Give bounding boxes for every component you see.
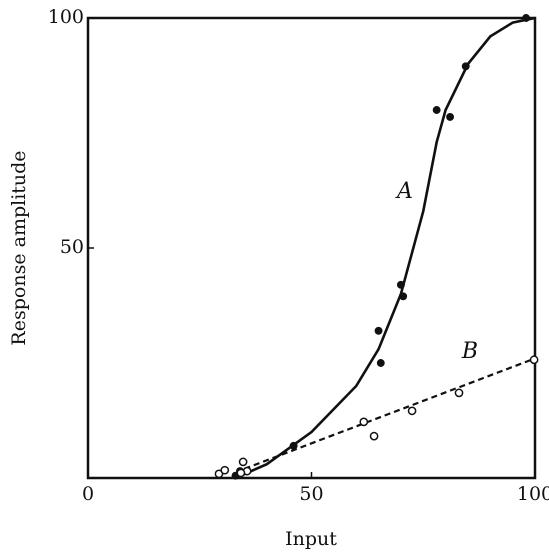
x-tick-label: 100 xyxy=(517,483,549,505)
fit-curve xyxy=(244,357,536,470)
data-point xyxy=(461,62,470,71)
data-point xyxy=(454,388,464,398)
data-point xyxy=(522,14,531,22)
x-axis-label: Input xyxy=(285,528,337,550)
data-point xyxy=(446,112,455,121)
y-tick-label: 100 xyxy=(48,6,84,28)
data-point xyxy=(529,355,539,365)
data-point xyxy=(369,431,379,441)
x-tick-label: 0 xyxy=(82,483,94,505)
data-point xyxy=(359,417,369,427)
y-axis-label: Response amplitude xyxy=(8,150,30,345)
data-point xyxy=(376,359,385,367)
data-point xyxy=(238,457,248,467)
curve-label: B xyxy=(461,339,478,364)
x-tick-label: 50 xyxy=(299,483,323,505)
data-point xyxy=(399,292,408,301)
data-point xyxy=(220,465,230,475)
data-point xyxy=(407,406,417,416)
fit-curve xyxy=(234,16,536,480)
curve-label: A xyxy=(395,179,413,204)
data-point xyxy=(236,468,246,478)
data-point xyxy=(289,441,298,450)
plot-frame xyxy=(86,16,537,480)
data-point xyxy=(374,326,383,335)
data-point xyxy=(396,280,405,289)
data-point xyxy=(432,106,441,114)
y-tick-label: 50 xyxy=(60,236,84,258)
